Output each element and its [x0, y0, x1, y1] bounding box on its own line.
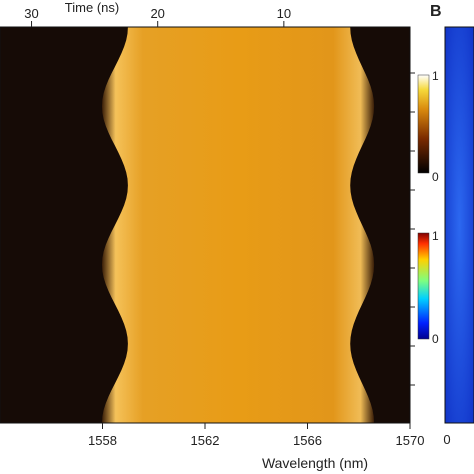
- wavelength-tick-label: 1566: [293, 433, 322, 448]
- spectrogram-plot: [0, 27, 410, 423]
- hot-colorbar-min-label: 0: [432, 170, 439, 184]
- wavelength-axis-label: Wavelength (nm): [262, 455, 368, 471]
- time-tick-label: 20: [150, 6, 164, 21]
- right-axis-ticks: [410, 72, 415, 386]
- jet-colorbar-max-label: 1: [432, 229, 439, 243]
- wavelength-tick-label: 1558: [88, 433, 117, 448]
- time-axis-label: Time (ns): [65, 0, 119, 15]
- jet-colorbar-min-label: 0: [432, 332, 439, 346]
- time-axis: 30 20 10: [24, 6, 291, 27]
- hot-colorbar-gradient: [417, 74, 430, 174]
- wavelength-tick-label: 1562: [191, 433, 220, 448]
- time-tick-label: 10: [277, 6, 291, 21]
- wavelength-tick-label: 1570: [396, 433, 425, 448]
- side-panel-frame: [444, 26, 474, 424]
- side-panel-heatmap: [445, 27, 474, 423]
- side-panel-x-tick: 0: [443, 432, 450, 447]
- panel-letter: B: [430, 3, 442, 20]
- hot-colorbar: 1 0: [417, 69, 439, 184]
- jet-colorbar: 1 0: [417, 229, 439, 346]
- pulse-region: [102, 27, 375, 423]
- time-tick-label: 30: [24, 6, 38, 21]
- jet-colorbar-gradient: [417, 232, 430, 340]
- hot-colorbar-max-label: 1: [432, 69, 439, 83]
- wavelength-axis: 1558 1562 1566 1570: [88, 423, 424, 448]
- side-panel: [444, 26, 474, 424]
